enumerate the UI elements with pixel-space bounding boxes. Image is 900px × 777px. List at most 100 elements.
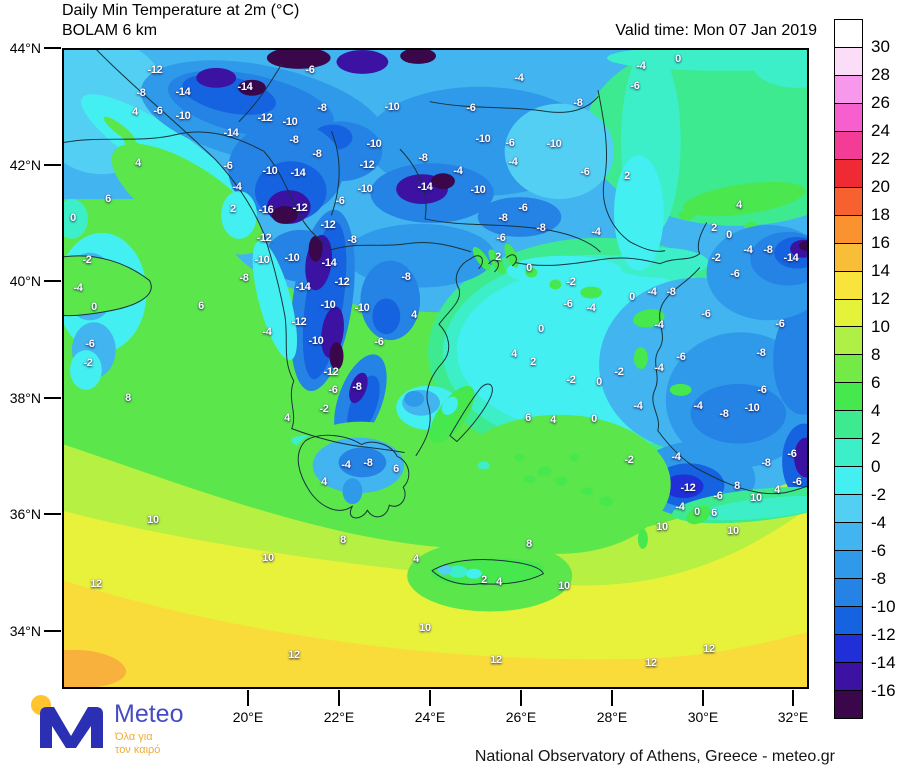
map-region bbox=[549, 279, 562, 290]
map-canvas bbox=[62, 48, 809, 689]
map-region bbox=[372, 298, 401, 335]
colorbar-tick-label: -2 bbox=[871, 485, 887, 504]
logo-tagline: Όλα για τον καιρό bbox=[115, 731, 160, 757]
map-region bbox=[64, 199, 88, 239]
map-region bbox=[555, 476, 568, 487]
map-region bbox=[523, 475, 536, 484]
coastline bbox=[415, 258, 472, 456]
map-region bbox=[196, 67, 237, 88]
lat-tick-mark bbox=[44, 397, 61, 399]
colorbar-segment bbox=[835, 74, 862, 103]
lat-tick-label: 42°N bbox=[9, 157, 41, 173]
colorbar-tick-label: 6 bbox=[871, 373, 881, 392]
colorbar-tick-label: 26 bbox=[871, 93, 890, 112]
map-region bbox=[64, 580, 807, 687]
lon-tick-mark bbox=[247, 690, 249, 706]
lon-tick-label: 22°E bbox=[323, 709, 355, 725]
colorbar-tick-label: 4 bbox=[871, 401, 881, 420]
lat-tick-label: 40°N bbox=[9, 273, 41, 289]
map-region bbox=[342, 478, 363, 505]
lat-tick-label: 38°N bbox=[9, 390, 41, 406]
map-region bbox=[686, 506, 711, 525]
map-region bbox=[329, 342, 344, 370]
map-region bbox=[336, 50, 389, 74]
colorbar-segment bbox=[835, 20, 862, 47]
map-region bbox=[580, 286, 603, 299]
lon-tick-mark bbox=[520, 690, 522, 706]
coastline bbox=[429, 96, 599, 113]
map-region bbox=[633, 309, 665, 328]
lon-tick-mark bbox=[611, 690, 613, 706]
lat-tick-label: 36°N bbox=[9, 506, 41, 522]
valid-time-label: Valid time: Mon 07 Jan 2019 bbox=[615, 22, 817, 39]
map-region bbox=[400, 50, 436, 64]
colorbar-tick-label: 14 bbox=[871, 261, 890, 280]
colorbar-segment bbox=[835, 410, 862, 439]
colorbar-segment bbox=[835, 186, 862, 215]
map-region bbox=[753, 50, 807, 88]
logo-tagline-line2: τον καιρό bbox=[115, 744, 161, 756]
colorbar-segment bbox=[835, 242, 862, 271]
map-region bbox=[488, 249, 505, 274]
map-region bbox=[465, 568, 482, 579]
map-region bbox=[581, 487, 594, 496]
colorbar-segment bbox=[835, 298, 862, 327]
map-region bbox=[633, 347, 648, 369]
temperature-colorbar bbox=[834, 19, 863, 719]
colorbar-tick-label: 0 bbox=[871, 457, 881, 476]
colorbar-tick-label: 8 bbox=[871, 345, 881, 364]
model-subtitle: BOLAM 6 km bbox=[62, 22, 158, 39]
map-region bbox=[238, 79, 266, 96]
map-region bbox=[504, 103, 615, 200]
colorbar-tick-label: 28 bbox=[871, 65, 890, 84]
lat-tick-mark bbox=[44, 164, 61, 166]
colorbar-tick-label: 16 bbox=[871, 233, 890, 252]
colorbar-segment bbox=[835, 578, 862, 607]
map-region bbox=[64, 649, 127, 687]
map-region bbox=[794, 437, 807, 478]
map-region bbox=[773, 305, 807, 415]
colorbar-tick-label: -10 bbox=[871, 597, 896, 616]
colorbar-tick-label: 22 bbox=[871, 149, 890, 168]
lon-tick-label: 28°E bbox=[596, 709, 628, 725]
map-region bbox=[437, 564, 452, 575]
map-region bbox=[103, 116, 136, 143]
colorbar-tick-label: 30 bbox=[871, 37, 890, 56]
lon-tick-label: 24°E bbox=[414, 709, 446, 725]
colorbar-segment bbox=[835, 354, 862, 383]
map-region bbox=[504, 243, 519, 268]
colorbar-tick-label: -14 bbox=[871, 653, 896, 672]
colorbar-segment bbox=[835, 494, 862, 523]
coastline bbox=[64, 131, 472, 253]
map-region bbox=[477, 197, 562, 237]
colorbar-segment bbox=[835, 326, 862, 355]
map-region bbox=[599, 496, 614, 507]
lon-tick-mark bbox=[429, 690, 431, 706]
colorbar-segment bbox=[835, 102, 862, 131]
map-region bbox=[308, 235, 323, 262]
colorbar-tick-label: 20 bbox=[871, 177, 890, 196]
map-region bbox=[431, 558, 545, 585]
logo-m-glyph bbox=[40, 707, 103, 748]
coastline bbox=[659, 222, 708, 265]
lat-tick-mark bbox=[44, 47, 61, 49]
lon-tick-label: 20°E bbox=[232, 709, 264, 725]
map-region bbox=[338, 447, 387, 478]
colorbar-segment bbox=[835, 522, 862, 551]
lon-tick-label: 30°E bbox=[687, 709, 719, 725]
colorbar-tick-label: 2 bbox=[871, 429, 881, 448]
colorbar-tick-label: 24 bbox=[871, 121, 890, 140]
map-region bbox=[347, 375, 380, 436]
colorbar-segment bbox=[835, 661, 862, 690]
map-region bbox=[431, 173, 455, 190]
colorbar-tick-label: 12 bbox=[871, 289, 890, 308]
coastline bbox=[597, 90, 666, 252]
lat-tick-mark bbox=[44, 280, 61, 282]
colorbar-tick-label: -16 bbox=[871, 681, 896, 700]
map-region bbox=[669, 383, 692, 396]
coastline bbox=[238, 63, 283, 123]
map-region bbox=[69, 350, 102, 390]
lat-tick-label: 44°N bbox=[9, 40, 41, 56]
colorbar-segment bbox=[835, 438, 862, 467]
